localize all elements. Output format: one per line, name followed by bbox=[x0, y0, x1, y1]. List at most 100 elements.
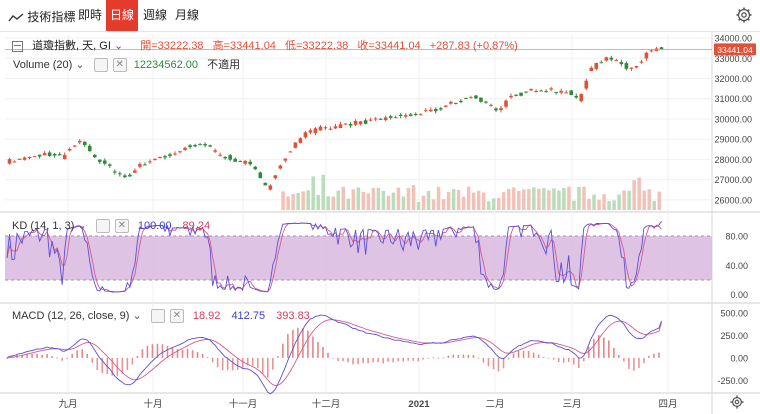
candle-body bbox=[639, 61, 644, 63]
settings-gear-icon[interactable] bbox=[736, 7, 752, 23]
macd-histogram-bar bbox=[71, 353, 73, 358]
candle-body bbox=[47, 152, 52, 157]
candle-body bbox=[7, 159, 12, 164]
last-price-tag-text: 33441.04 bbox=[717, 45, 753, 55]
volume-bar bbox=[446, 191, 451, 210]
candle-body bbox=[138, 164, 142, 167]
macd-histogram-bar bbox=[648, 355, 650, 358]
candle-body bbox=[72, 145, 77, 147]
macd-histogram-bar bbox=[537, 354, 540, 358]
volume-bar bbox=[426, 190, 431, 210]
tab-weekly[interactable]: 週線 bbox=[142, 8, 167, 22]
macd-histogram-bar bbox=[352, 357, 354, 365]
volume-bar bbox=[381, 191, 386, 210]
change-value: +287.83 (+0.87%) bbox=[429, 40, 518, 52]
macd-histogram-bar bbox=[292, 329, 294, 358]
macd-line-value: 412.75 bbox=[231, 310, 266, 322]
macd-histogram-bar bbox=[437, 357, 440, 359]
time-tick-label: 十二月 bbox=[312, 398, 341, 410]
chevron-down-icon[interactable]: ⌄ bbox=[132, 310, 142, 322]
volume-bar bbox=[512, 187, 516, 210]
technical-indicators-label: 技術指標 bbox=[27, 10, 76, 24]
candle-body bbox=[599, 62, 604, 64]
candle-body bbox=[644, 52, 649, 59]
tab-monthly[interactable]: 月線 bbox=[174, 8, 199, 22]
tab-realtime[interactable]: 即時 bbox=[77, 8, 102, 22]
symbol-label[interactable]: 道瓊指數, 天, GI bbox=[32, 40, 111, 52]
macd-histogram-bar bbox=[497, 357, 500, 372]
visibility-icon[interactable] bbox=[93, 58, 108, 73]
volume-bar bbox=[587, 198, 591, 210]
technical-indicators-button[interactable]: 技術指標 bbox=[8, 8, 75, 25]
volume-bar bbox=[296, 192, 300, 210]
tab-daily[interactable]: 日線 bbox=[106, 0, 138, 31]
macd-histogram-bar bbox=[111, 357, 114, 376]
macd-histogram-bar bbox=[432, 357, 435, 359]
macd-histogram-bar bbox=[166, 345, 169, 358]
macd-histogram-bar bbox=[282, 343, 284, 358]
macd-histogram-bar bbox=[211, 357, 214, 363]
candle-body bbox=[459, 100, 463, 102]
macd-histogram-bar bbox=[577, 357, 580, 368]
volume-bar bbox=[617, 194, 621, 210]
macd-histogram-bar bbox=[216, 357, 219, 368]
price-tick-label: 32000.00 bbox=[714, 74, 752, 84]
macd-histogram-bar bbox=[387, 357, 389, 362]
macd-histogram-bar bbox=[126, 357, 129, 371]
close-icon[interactable]: ✕ bbox=[114, 219, 129, 234]
candle-body bbox=[87, 145, 92, 152]
chevron-down-icon[interactable]: ⌄ bbox=[75, 59, 85, 71]
indicator-icon bbox=[8, 13, 24, 22]
volume-label[interactable]: Volume (20) bbox=[13, 59, 73, 71]
volume-bar bbox=[346, 198, 351, 210]
macd-hist-value: 18.92 bbox=[192, 310, 221, 322]
macd-histogram-bar bbox=[487, 357, 490, 367]
macd-histogram-bar bbox=[467, 354, 470, 358]
volume-bar bbox=[466, 186, 471, 210]
chart-area[interactable]: 26000.00 27000.00 28000.00 29000.00 30000.00… bbox=[0, 32, 760, 414]
macd-histogram-bar bbox=[256, 357, 259, 369]
visibility-icon[interactable] bbox=[150, 309, 165, 324]
candle-body bbox=[408, 114, 413, 116]
macd-histogram-bar bbox=[482, 357, 485, 363]
close-icon[interactable]: ✕ bbox=[112, 58, 127, 73]
candle-body bbox=[268, 185, 273, 190]
candle-body bbox=[198, 144, 202, 146]
visibility-icon[interactable] bbox=[95, 219, 110, 234]
collapse-icon[interactable] bbox=[12, 40, 23, 52]
macd-histogram-bar bbox=[241, 357, 244, 369]
kd-legend: KD (14, 1, 3) ⌄ ✕ 100.00 89.24 bbox=[12, 219, 210, 234]
macd-histogram-bar bbox=[56, 357, 58, 359]
macd-tick-label: 250.00 bbox=[720, 331, 748, 341]
macd-histogram-bar bbox=[342, 357, 344, 362]
candle-body bbox=[474, 95, 478, 99]
time-axis: 九月 十月 十一月 十二月 2021 二月 三月 四月 bbox=[58, 398, 677, 410]
chevron-down-icon[interactable]: ⌄ bbox=[113, 40, 124, 52]
candle-body bbox=[42, 153, 47, 156]
volume-bar bbox=[326, 196, 330, 210]
volume-bar bbox=[582, 186, 586, 210]
volume-bar bbox=[612, 200, 616, 210]
chevron-down-icon[interactable]: ⌄ bbox=[77, 220, 87, 232]
candle-body bbox=[82, 141, 87, 145]
candle-body bbox=[604, 57, 609, 61]
close-icon[interactable]: ✕ bbox=[169, 309, 184, 324]
volume-bar bbox=[336, 190, 341, 210]
macd-histogram-bar bbox=[452, 354, 455, 358]
candle-body bbox=[263, 182, 268, 186]
volume-bar bbox=[496, 197, 501, 210]
candle-body bbox=[62, 154, 67, 160]
candle-body bbox=[413, 113, 418, 115]
volume-bar bbox=[507, 188, 511, 210]
volume-bar bbox=[376, 188, 381, 210]
candle-body bbox=[534, 90, 538, 93]
candle-body bbox=[418, 114, 423, 116]
macd-histogram-bar bbox=[297, 327, 299, 358]
candle-body bbox=[388, 116, 393, 118]
kd-label[interactable]: KD (14, 1, 3) bbox=[12, 220, 75, 232]
volume-bar bbox=[406, 187, 411, 210]
chart-settings-icon[interactable] bbox=[730, 395, 744, 409]
macd-label[interactable]: MACD (12, 26, close, 9) bbox=[12, 310, 130, 322]
macd-histogram-bar bbox=[221, 357, 224, 371]
candle-body bbox=[479, 97, 483, 102]
